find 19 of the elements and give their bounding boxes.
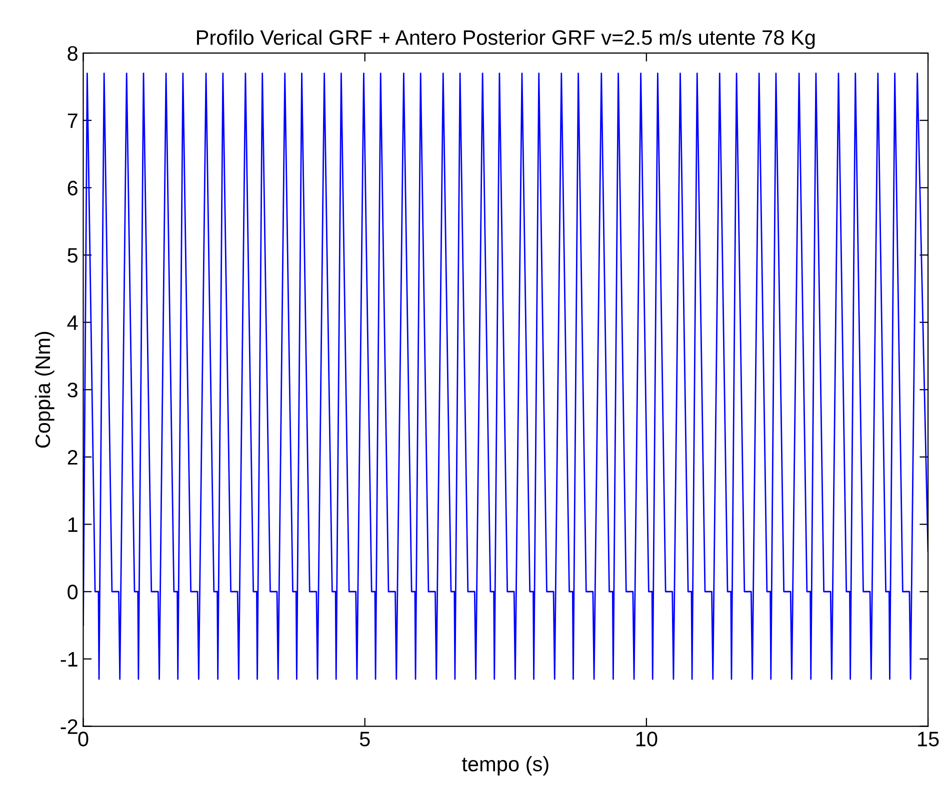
y-tick-label: -2 [60, 719, 78, 734]
y-tick-label: 1 [68, 518, 78, 532]
y-tick-label: 8 [68, 46, 78, 61]
x-tick-label: 5 [360, 732, 370, 746]
line-series [83, 72, 928, 680]
y-tick-label: -1 [60, 652, 78, 666]
x-tick-label: 0 [78, 732, 88, 746]
y-tick-label: 5 [68, 248, 78, 263]
y-tick-label: 3 [68, 382, 78, 398]
y-tick-label: 2 [68, 450, 78, 465]
y-axis-title: Coppia (Nm) [34, 332, 54, 448]
y-tick-label: 7 [68, 114, 78, 128]
y-tick-label: 0 [68, 584, 78, 600]
y-tick-label: 6 [68, 180, 78, 196]
x-axis-title: tempo (s) [462, 756, 548, 776]
chart-title: Profilo Verical GRF + Antero Posterior GRF v=2.5 m/s utente 78 Kg [197, 30, 815, 50]
x-tick-label: 15 [918, 732, 939, 746]
x-tick-label: 10 [636, 732, 658, 746]
y-tick-label: 4 [67, 316, 78, 330]
